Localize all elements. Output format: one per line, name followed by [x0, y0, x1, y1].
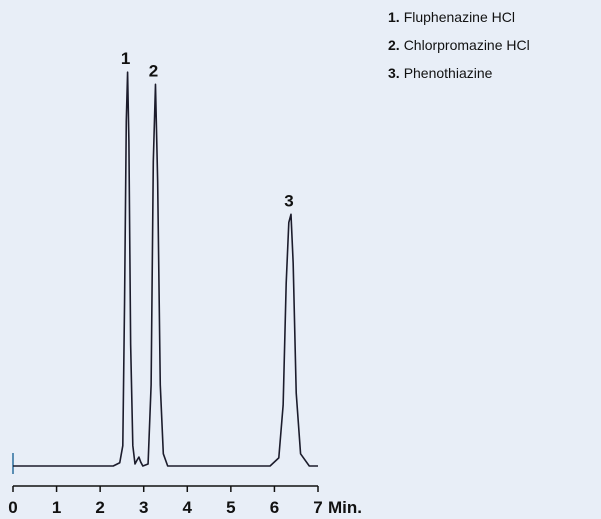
- legend-number: 2.: [388, 37, 400, 53]
- legend-entry: 2. Chlorpromazine HCl: [388, 37, 530, 53]
- x-tick-label: 0: [8, 498, 17, 517]
- legend-entry: 1. Fluphenazine HCl: [388, 9, 515, 25]
- peak-label: 3: [284, 191, 293, 210]
- chromatogram-line: [13, 71, 318, 467]
- x-tick-label: 2: [95, 498, 104, 517]
- x-tick-label: 6: [270, 498, 279, 517]
- x-tick-label: 4: [183, 498, 193, 517]
- legend-name: Chlorpromazine HCl: [404, 37, 530, 53]
- x-tick-label: 1: [52, 498, 61, 517]
- legend-entry: 3. Phenothiazine: [388, 65, 493, 81]
- legend-name: Phenothiazine: [404, 65, 493, 81]
- x-axis-label: Min.: [328, 498, 362, 517]
- peak-label: 2: [149, 61, 158, 80]
- x-tick-label: 3: [139, 498, 148, 517]
- legend-number: 1.: [388, 9, 400, 25]
- legend-number: 3.: [388, 65, 400, 81]
- x-tick-label: 5: [226, 498, 235, 517]
- x-tick-label: 7: [313, 498, 322, 517]
- legend-name: Fluphenazine HCl: [404, 9, 515, 25]
- peak-label: 1: [121, 49, 130, 68]
